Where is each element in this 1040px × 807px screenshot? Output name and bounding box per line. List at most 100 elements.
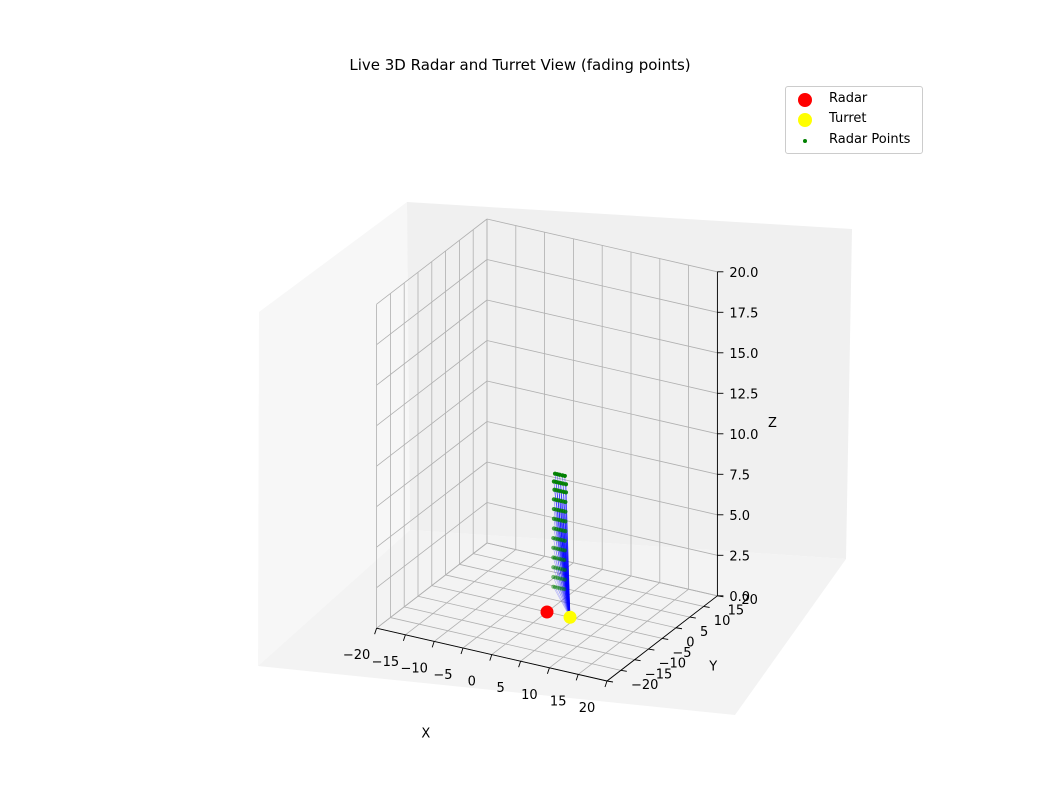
z-tick-label: 12.5	[729, 387, 758, 402]
radar-ray	[557, 474, 571, 618]
y-tick-label: 5	[700, 625, 708, 640]
grid-line	[486, 461, 718, 516]
y-tick-mark	[634, 659, 641, 662]
grid-line	[376, 421, 488, 508]
x-tick-mark	[546, 667, 550, 674]
grid-line	[376, 542, 488, 629]
radar-point	[551, 584, 556, 589]
x-tick-label: 20	[579, 701, 596, 716]
y-tick-mark	[689, 616, 696, 619]
grid-line	[404, 606, 635, 661]
y-tick-label: 15	[728, 603, 745, 618]
radar-point	[562, 567, 567, 572]
y-tick-label: −15	[645, 667, 672, 682]
radar-point	[559, 586, 565, 591]
grid-line	[376, 502, 488, 589]
x-tick-mark	[575, 674, 579, 681]
x-tick-mark	[460, 647, 464, 655]
radar-point	[562, 577, 567, 582]
radar-point	[563, 509, 568, 514]
grid-line	[390, 617, 621, 671]
x-tick-label: 10	[521, 688, 538, 703]
legend-radar-points-marker	[803, 139, 807, 143]
radar-point	[562, 473, 567, 479]
legend-radar-points-label: Radar Points	[829, 132, 911, 147]
grid-line	[376, 299, 488, 386]
z-tick-label: 7.5	[729, 468, 750, 483]
y-tick-label: 10	[714, 614, 731, 629]
x-tick-mark	[402, 634, 406, 641]
y-tick-mark	[648, 648, 655, 651]
z-tick-label: 17.5	[729, 306, 758, 321]
radar-point	[555, 585, 560, 590]
radar-ray	[555, 528, 571, 618]
radar-point	[563, 529, 568, 534]
grid-line	[486, 421, 718, 475]
radar-point	[563, 482, 569, 487]
legend-item-radar: Radar	[786, 89, 922, 109]
y-tick-mark	[620, 669, 627, 672]
grid-line	[486, 502, 718, 556]
turret-marker	[563, 610, 577, 624]
x-tick-label: −20	[343, 648, 370, 663]
radar-ray	[557, 577, 571, 618]
grid-line	[486, 299, 718, 354]
grid-line	[445, 574, 677, 629]
radar-points-series	[551, 471, 569, 592]
radar-point	[557, 586, 562, 591]
grid-line	[473, 553, 704, 607]
legend-turret-label: Turret	[829, 111, 867, 126]
y-tick-label: −20	[631, 678, 658, 693]
legend: Radar Turret Radar Points	[785, 86, 923, 154]
radar-point	[552, 584, 558, 590]
radar-point	[562, 557, 567, 563]
legend-radar-label: Radar	[829, 91, 868, 106]
z-tick-label: 15.0	[729, 347, 758, 362]
y-tick-mark	[606, 680, 614, 683]
radar-marker	[540, 605, 554, 619]
x-tick-mark	[604, 680, 608, 688]
y-tick-label: −5	[672, 646, 691, 661]
x-tick-label: −10	[400, 661, 427, 676]
legend-item-turret: Turret	[786, 109, 922, 129]
grid-line	[376, 218, 488, 305]
radar-ray	[559, 568, 571, 618]
radar-ray	[564, 475, 571, 618]
y-tick-mark	[675, 627, 683, 630]
grid-line	[486, 380, 718, 435]
x-tick-label: 5	[496, 681, 504, 696]
grid-line	[376, 380, 488, 467]
radar-point	[562, 587, 567, 592]
y-tick-label: −10	[659, 657, 686, 672]
radar-ray	[553, 576, 571, 618]
y-tick-mark	[662, 637, 669, 640]
y-tick-label: 0	[686, 635, 694, 650]
radar-point	[563, 499, 568, 505]
grid-line	[417, 595, 649, 650]
x-tick-mark	[431, 641, 435, 648]
radar-ray	[559, 474, 571, 618]
legend-turret-marker	[798, 113, 812, 127]
z-tick-label: 5.0	[729, 509, 750, 524]
radar-point	[563, 519, 568, 524]
radar-ray	[554, 473, 571, 618]
y-axis-label: Y	[708, 659, 717, 674]
radar-ray	[555, 577, 571, 618]
z-tick-label: 20.0	[729, 266, 758, 281]
grid-line	[376, 340, 488, 427]
z-tick-label: 2.5	[729, 549, 750, 564]
grid-line	[486, 218, 718, 273]
chart-title: Live 3D Radar and Turret View (fading po…	[349, 56, 691, 74]
markers	[540, 605, 577, 624]
x-tick-label: −15	[372, 655, 399, 670]
x-axis-label: X	[421, 727, 430, 742]
x-tick-label: 15	[550, 694, 567, 709]
grid-line	[459, 563, 690, 618]
legend-radar-marker	[798, 93, 812, 107]
radar-point	[563, 490, 569, 495]
x-tick-mark	[374, 628, 378, 635]
radar-ray	[553, 528, 571, 618]
grid-line	[486, 340, 718, 394]
